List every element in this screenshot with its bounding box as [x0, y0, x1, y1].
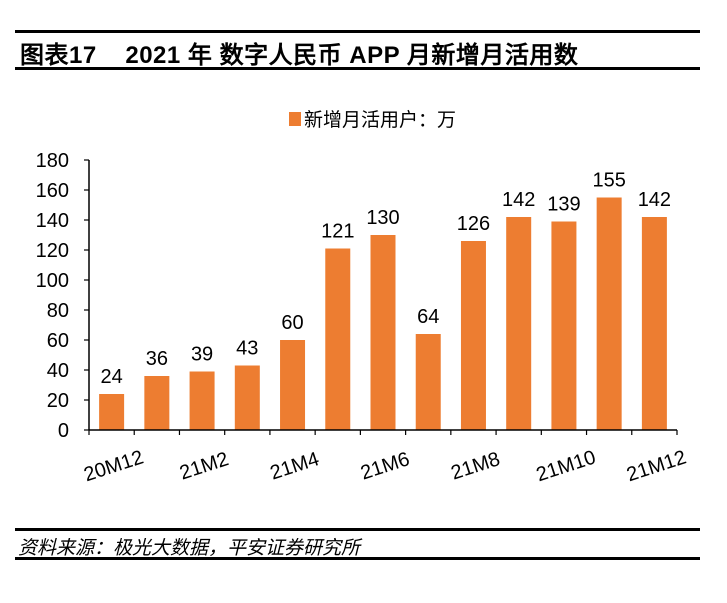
y-tick-label: 20	[47, 390, 69, 412]
data-label: 121	[321, 221, 354, 243]
x-tick-label: 21M4	[267, 448, 321, 484]
y-tick-label: 160	[36, 180, 69, 202]
legend-label: 新增月活用户：万	[304, 109, 456, 131]
data-label: 64	[417, 306, 439, 328]
x-tick-label: 21M10	[534, 446, 599, 486]
bar-21M11	[596, 197, 622, 430]
bar-21M6	[370, 235, 396, 430]
bar-21M5	[325, 248, 351, 430]
source-bottom-rule	[15, 557, 700, 560]
data-label: 130	[366, 207, 399, 229]
y-tick-label: 0	[58, 420, 69, 442]
y-tick-label: 80	[47, 300, 69, 322]
bar-21M8	[460, 241, 486, 430]
x-tick-label: 21M12	[624, 446, 689, 486]
x-tick-label: 20M12	[81, 446, 146, 486]
y-tick-label: 60	[47, 330, 69, 352]
data-label: 36	[146, 348, 168, 370]
data-label: 155	[592, 170, 625, 192]
x-tick-label: 21M8	[448, 448, 502, 484]
bar-21M12	[641, 217, 667, 430]
y-tick-label: 100	[36, 270, 69, 292]
figure-title: 图表17 2021 年 数字人民币 APP 月新增月活用数	[20, 42, 579, 69]
y-tick-label: 40	[47, 360, 69, 382]
bar-21M9	[506, 217, 532, 430]
data-label: 60	[281, 312, 303, 334]
bar-21M7	[415, 334, 441, 430]
bar-21M1	[144, 376, 170, 430]
top-rule	[15, 30, 700, 33]
x-tick-label: 21M6	[358, 448, 412, 484]
bar-21M10	[551, 221, 577, 430]
bar-20M12	[99, 394, 125, 430]
data-label: 43	[236, 338, 258, 360]
bar-21M2	[189, 371, 215, 430]
legend-swatch	[289, 112, 301, 126]
y-tick-label: 120	[36, 240, 69, 262]
bar-21M4	[280, 340, 306, 430]
bar-21M3	[234, 365, 260, 430]
data-label: 142	[638, 189, 671, 211]
source-note: 资料来源：极光大数据，平安证券研究所	[18, 538, 361, 559]
x-tick-label: 21M2	[177, 448, 231, 484]
y-tick-label: 180	[36, 150, 69, 172]
data-label: 126	[457, 213, 490, 235]
title-rule	[15, 67, 700, 70]
data-label: 24	[100, 366, 122, 388]
y-tick-label: 140	[36, 210, 69, 232]
data-label: 142	[502, 189, 535, 211]
source-top-rule	[15, 528, 700, 531]
data-label: 39	[191, 344, 213, 366]
data-label: 139	[547, 194, 580, 216]
